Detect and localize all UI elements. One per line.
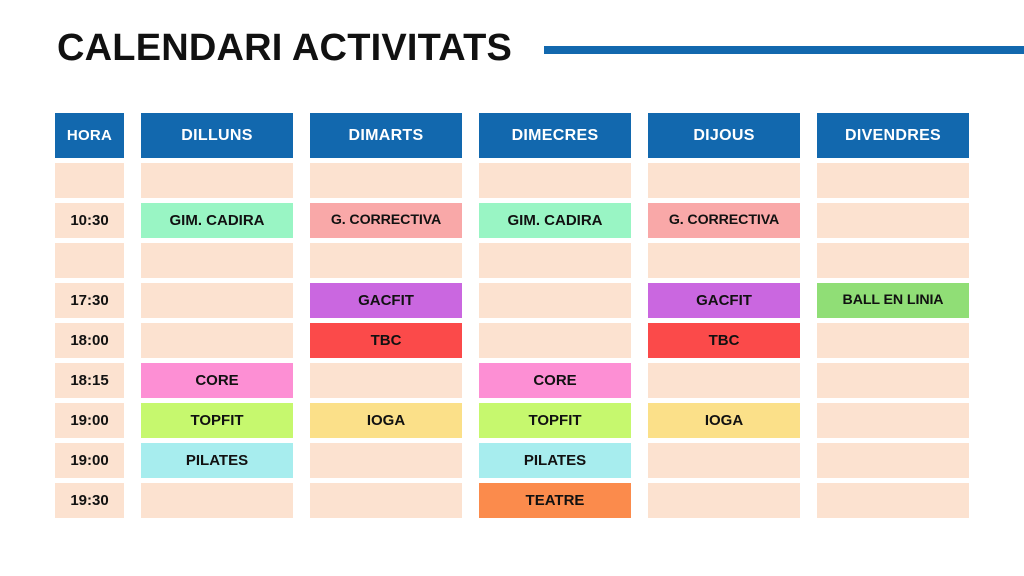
activity-cell[interactable]: TBC — [648, 323, 800, 358]
activity-cell-empty — [648, 163, 800, 198]
activity-cell[interactable]: CORE — [479, 363, 631, 398]
schedule-column-dijous: DIJOUS G. CORRECTIVA GACFIT TBC IOGA — [648, 113, 800, 518]
activity-cell[interactable]: GIM. CADIRA — [479, 203, 631, 238]
activity-cell-empty — [817, 483, 969, 518]
time-label-empty — [55, 243, 124, 278]
activity-cell[interactable]: TEATRE — [479, 483, 631, 518]
time-label: 19:30 — [55, 483, 124, 518]
activity-cell[interactable]: GACFIT — [310, 283, 462, 318]
activity-cell-empty — [648, 443, 800, 478]
activity-cell-empty — [141, 283, 293, 318]
time-label: 18:15 — [55, 363, 124, 398]
activity-cell-empty — [817, 203, 969, 238]
column-header-hora[interactable]: HORA — [55, 113, 124, 158]
activity-cell[interactable]: TOPFIT — [479, 403, 631, 438]
schedule-column-dimarts: DIMARTS G. CORRECTIVA GACFIT TBC IOGA — [310, 113, 462, 518]
activity-cell-empty — [817, 403, 969, 438]
time-label: 17:30 — [55, 283, 124, 318]
activity-cell-empty — [817, 323, 969, 358]
column-header-dimarts[interactable]: DIMARTS — [310, 113, 462, 158]
activity-cell[interactable]: TOPFIT — [141, 403, 293, 438]
time-label: 18:00 — [55, 323, 124, 358]
activity-cell-empty — [310, 363, 462, 398]
schedule-column-hora: HORA 10:30 17:30 18:00 18:15 19:00 19:00 19:30 — [55, 113, 124, 518]
activity-cell[interactable]: TBC — [310, 323, 462, 358]
activity-cell[interactable]: GIM. CADIRA — [141, 203, 293, 238]
activity-cell-empty — [310, 243, 462, 278]
activity-cell[interactable]: BALL EN LINIA — [817, 283, 969, 318]
time-label: 19:00 — [55, 443, 124, 478]
activity-cell-empty — [648, 243, 800, 278]
activity-cell[interactable]: IOGA — [648, 403, 800, 438]
title-bar: CALENDARI ACTIVITATS — [0, 22, 1024, 74]
activity-cell-empty — [648, 363, 800, 398]
schedule-column-dilluns: DILLUNS GIM. CADIRA CORE TOPFIT PILATES — [141, 113, 293, 518]
column-header-dijous[interactable]: DIJOUS — [648, 113, 800, 158]
activity-cell-empty — [141, 243, 293, 278]
activity-cell-empty — [479, 323, 631, 358]
activity-cell-empty — [310, 163, 462, 198]
activity-cell-empty — [648, 483, 800, 518]
activity-cell[interactable]: GACFIT — [648, 283, 800, 318]
activity-cell[interactable]: IOGA — [310, 403, 462, 438]
column-header-dilluns[interactable]: DILLUNS — [141, 113, 293, 158]
activity-cell-empty — [817, 363, 969, 398]
activity-cell[interactable]: G. CORRECTIVA — [310, 203, 462, 238]
activity-cell[interactable]: PILATES — [141, 443, 293, 478]
activity-cell[interactable]: G. CORRECTIVA — [648, 203, 800, 238]
time-label: 10:30 — [55, 203, 124, 238]
activity-cell-empty — [141, 483, 293, 518]
schedule-column-divendres: DIVENDRES BALL EN LINIA — [817, 113, 969, 518]
activity-cell-empty — [479, 163, 631, 198]
activity-cell-empty — [141, 323, 293, 358]
activity-cell-empty — [310, 443, 462, 478]
column-header-dimecres[interactable]: DIMECRES — [479, 113, 631, 158]
activity-cell[interactable]: CORE — [141, 363, 293, 398]
time-label-empty — [55, 163, 124, 198]
activity-cell-empty — [817, 443, 969, 478]
schedule-column-dimecres: DIMECRES GIM. CADIRA CORE TOPFIT PILATES TEAT… — [479, 113, 631, 518]
title-divider-rule — [544, 46, 1024, 54]
activity-cell-empty — [479, 283, 631, 318]
time-label: 19:00 — [55, 403, 124, 438]
activity-cell-empty — [817, 243, 969, 278]
column-header-divendres[interactable]: DIVENDRES — [817, 113, 969, 158]
activity-cell-empty — [141, 163, 293, 198]
activity-cell-empty — [310, 483, 462, 518]
schedule-table: HORA 10:30 17:30 18:00 18:15 19:00 19:00 19:30 D… — [55, 113, 979, 518]
page-title: CALENDARI ACTIVITATS — [57, 27, 513, 69]
activity-cell[interactable]: PILATES — [479, 443, 631, 478]
activity-cell-empty — [479, 243, 631, 278]
activity-cell-empty — [817, 163, 969, 198]
